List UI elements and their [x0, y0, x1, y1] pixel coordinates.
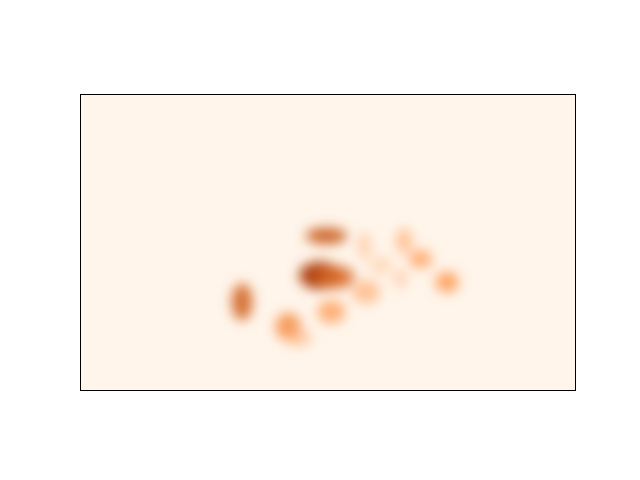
heatmap-hotspot-7 — [317, 300, 345, 323]
heatmap-hotspot-4 — [232, 283, 253, 320]
heatmap-hotspot-6 — [284, 330, 312, 346]
heatmap-hotspot-13 — [435, 272, 458, 293]
heatmap-hotspot-3 — [306, 228, 348, 244]
heatmap-hotspot-8 — [352, 280, 380, 303]
heatmap-hotspot-11 — [409, 250, 432, 268]
heatmap-hotspot-10 — [396, 228, 412, 253]
heatmap-hotspot-12 — [394, 270, 408, 288]
heatmap-hotspot-9 — [357, 232, 371, 260]
heatmap-hotspot-2 — [318, 266, 355, 289]
heatmap-hotspot-14 — [369, 256, 392, 274]
